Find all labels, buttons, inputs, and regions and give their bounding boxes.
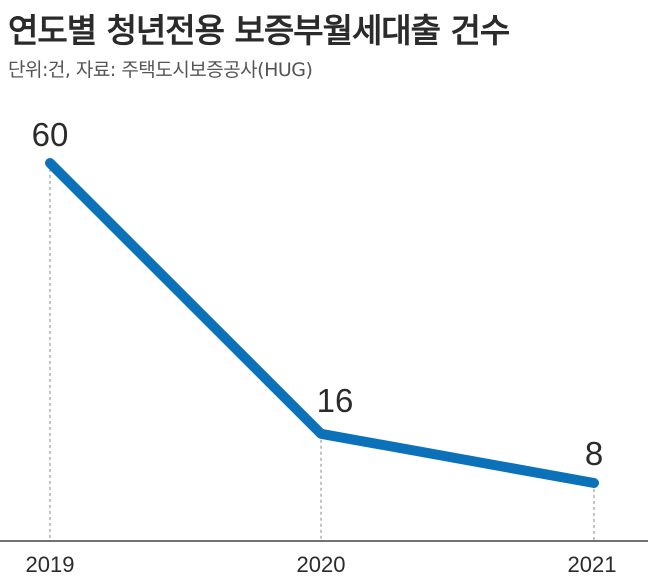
data-label-2019: 60 — [32, 116, 69, 153]
x-tick-label-2020: 2020 — [297, 552, 346, 576]
chart-subtitle: 단위:건, 자료: 주택도시보증공사(HUG) — [8, 59, 313, 81]
x-tick-label-2021: 2021 — [568, 552, 617, 576]
chart-title: 연도별 청년전용 보증부월세대출 건수 — [8, 11, 510, 50]
data-label-2020: 16 — [317, 382, 354, 419]
data-label-2021: 8 — [585, 435, 603, 472]
series-line — [45, 158, 599, 488]
x-tick-label-2019: 2019 — [26, 552, 75, 576]
